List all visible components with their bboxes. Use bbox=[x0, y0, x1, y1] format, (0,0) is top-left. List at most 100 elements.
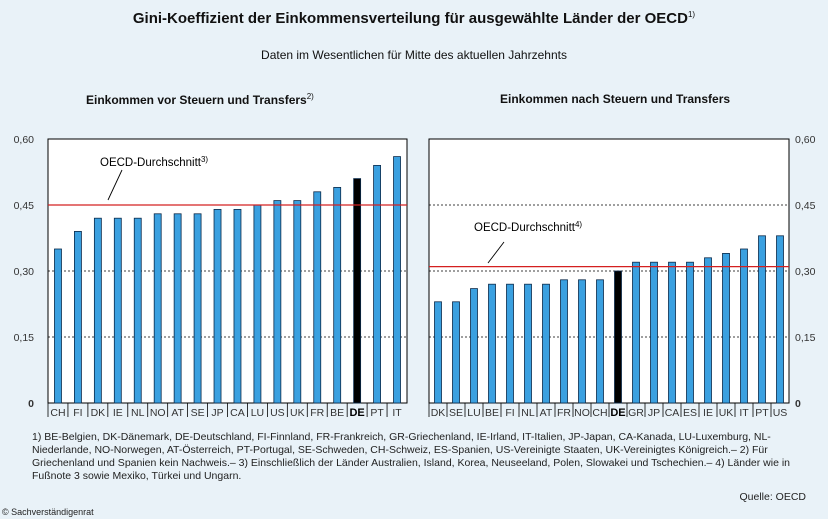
x-tick-label: BE bbox=[485, 407, 499, 419]
bar-SE bbox=[193, 213, 202, 404]
x-tick-label: CH bbox=[592, 407, 607, 419]
bar-UK bbox=[722, 252, 730, 404]
x-tick-label: PT bbox=[370, 407, 384, 419]
bar-JP bbox=[213, 208, 222, 404]
bar-US bbox=[273, 200, 282, 404]
y-tick-label: 0,15 bbox=[795, 332, 816, 344]
bar-US bbox=[776, 235, 784, 404]
average-label-sup: 3) bbox=[201, 155, 208, 164]
x-tick-label: IE bbox=[703, 407, 713, 419]
x-tick-label: FI bbox=[73, 407, 82, 419]
x-tick-label: JP bbox=[211, 407, 223, 419]
plot-area bbox=[47, 138, 408, 404]
x-tick-label: CH bbox=[50, 407, 65, 419]
x-tick-label: NO bbox=[574, 407, 590, 419]
x-tick-label: GR bbox=[628, 407, 644, 419]
x-tick-label: DK bbox=[431, 407, 446, 419]
bar-DK bbox=[93, 217, 102, 404]
x-tick-label: SE bbox=[191, 407, 205, 419]
bar-SE bbox=[452, 301, 460, 404]
bar-PT bbox=[373, 164, 381, 404]
bar-IE bbox=[113, 217, 122, 404]
x-tick-label: IE bbox=[113, 407, 123, 419]
bar-FI bbox=[506, 283, 514, 404]
x-tick-label: UK bbox=[290, 407, 305, 419]
bar-FR bbox=[560, 279, 568, 404]
x-tick-label: IT bbox=[739, 407, 749, 419]
bar-DK bbox=[434, 301, 442, 404]
bar-LU bbox=[253, 204, 262, 404]
x-tick-label: LU bbox=[251, 407, 264, 419]
bar-CA bbox=[668, 261, 676, 404]
x-tick-label: BE bbox=[330, 407, 344, 419]
bar-CH bbox=[54, 248, 62, 404]
x-tick-label: DK bbox=[91, 407, 106, 419]
x-tick-label: CA bbox=[665, 407, 680, 419]
x-tick-label: FR bbox=[310, 407, 324, 419]
x-tick-label: FI bbox=[505, 407, 514, 419]
bar-ES bbox=[686, 261, 694, 404]
bar-IT bbox=[393, 156, 401, 404]
bar-AT bbox=[542, 283, 550, 404]
bar-NL bbox=[524, 283, 532, 404]
chart-subtitle: Daten im Wesentlichen für Mitte des aktu… bbox=[261, 48, 567, 62]
bar-FR bbox=[313, 191, 322, 404]
y-tick-label: 0,60 bbox=[795, 134, 816, 146]
bar-BE bbox=[488, 283, 496, 404]
bar-DE bbox=[614, 270, 622, 404]
x-tick-label: PT bbox=[755, 407, 769, 419]
y-tick-label: 0,60 bbox=[14, 134, 35, 146]
x-tick-label: NL bbox=[521, 407, 535, 419]
x-tick-label: DE bbox=[610, 407, 625, 419]
y-tick-label: 0,30 bbox=[14, 266, 35, 278]
average-label: OECD-Durchschnitt4) bbox=[474, 220, 582, 234]
annotation-leader bbox=[107, 169, 123, 201]
bar-CA bbox=[233, 208, 242, 404]
x-tick-label: NO bbox=[150, 407, 166, 419]
y-tick-label: 0,15 bbox=[14, 332, 35, 344]
x-tick-label: US bbox=[773, 407, 788, 419]
copyright: © Sachverständigenrat bbox=[2, 507, 94, 517]
y-tick-label: 0,30 bbox=[795, 266, 816, 278]
x-tick-label: CA bbox=[230, 407, 245, 419]
bar-FI bbox=[74, 230, 82, 404]
y-tick-label: 0 bbox=[28, 398, 34, 410]
y-tick-label: 0,45 bbox=[14, 200, 35, 212]
bar-NO bbox=[153, 213, 162, 404]
bar-CH bbox=[596, 279, 604, 404]
x-tick-label: DE bbox=[349, 407, 364, 419]
x-tick-label: AT bbox=[171, 407, 184, 419]
bar-IE bbox=[704, 257, 712, 404]
x-tick-label: ES bbox=[683, 407, 697, 419]
x-tick-label: FR bbox=[557, 407, 571, 419]
footnotes: 1) BE-Belgien, DK-Dänemark, DE-Deutschla… bbox=[32, 431, 791, 482]
x-tick-label: IT bbox=[392, 407, 402, 419]
bar-DE bbox=[353, 178, 362, 404]
average-label-sup: 4) bbox=[575, 220, 582, 229]
chart-title: Gini-Koeffizient der Einkommensverteilun… bbox=[132, 10, 696, 27]
bar-NL bbox=[133, 217, 142, 404]
x-tick-label: UK bbox=[719, 407, 734, 419]
bar-NO bbox=[578, 279, 586, 404]
bar-AT bbox=[173, 213, 182, 404]
x-tick-label: NL bbox=[131, 407, 145, 419]
bar-PT bbox=[758, 235, 766, 404]
annotation-leader bbox=[487, 241, 505, 264]
average-label: OECD-Durchschnitt3) bbox=[100, 155, 208, 169]
bar-JP bbox=[650, 261, 658, 404]
panel-title-right: Einkommen nach Steuern und Transfers bbox=[500, 92, 731, 106]
source: Quelle: OECD bbox=[739, 491, 806, 503]
x-tick-label: SE bbox=[449, 407, 463, 419]
bar-IT bbox=[740, 248, 748, 404]
y-tick-label: 0 bbox=[795, 398, 801, 410]
x-tick-label: LU bbox=[467, 407, 480, 419]
bar-UK bbox=[293, 200, 302, 404]
bar-GR bbox=[632, 261, 640, 404]
y-tick-label: 0,45 bbox=[795, 200, 816, 212]
x-tick-label: US bbox=[270, 407, 285, 419]
panel-title-left: Einkommen vor Steuern und Transfers2) bbox=[86, 92, 314, 107]
x-tick-label: JP bbox=[648, 407, 660, 419]
bar-BE bbox=[333, 186, 342, 404]
bar-LU bbox=[470, 288, 478, 404]
